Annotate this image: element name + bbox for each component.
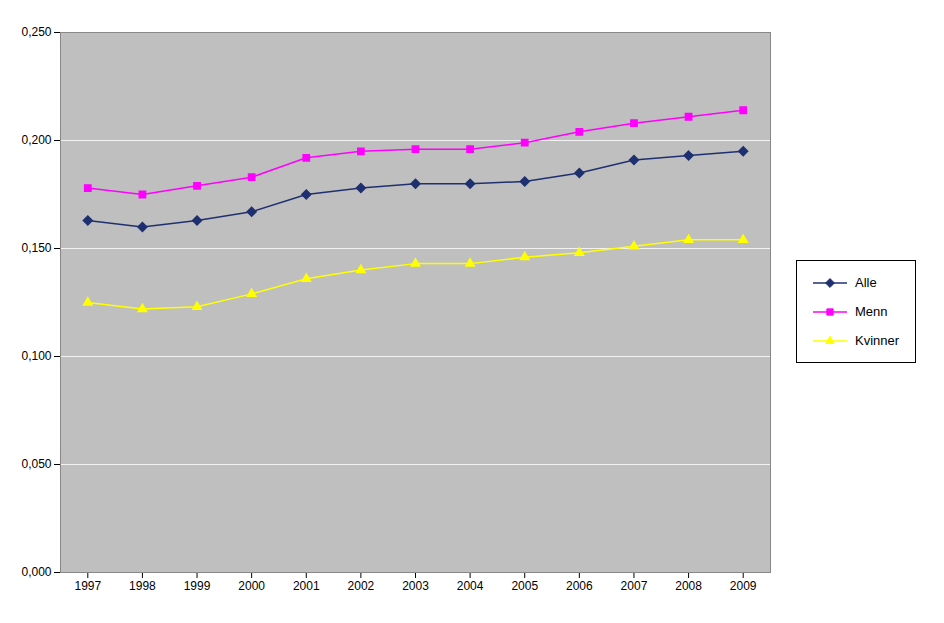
svg-text:0,000: 0,000 [21, 565, 51, 579]
svg-text:1997: 1997 [74, 579, 101, 593]
svg-text:2007: 2007 [621, 579, 648, 593]
html-text:Alle: Alle [855, 275, 877, 290]
svg-text:1999: 1999 [184, 579, 211, 593]
svg-text:2000: 2000 [238, 579, 265, 593]
svg-text:2009: 2009 [730, 579, 757, 593]
svg-text:0,100: 0,100 [21, 349, 51, 363]
svg-text:1998: 1998 [129, 579, 156, 593]
svg-text:2004: 2004 [457, 579, 484, 593]
html-text:Kvinner: Kvinner [855, 333, 900, 348]
svg-text:0,150: 0,150 [21, 241, 51, 255]
svg-text:2006: 2006 [566, 579, 593, 593]
svg-text:0,050: 0,050 [21, 457, 51, 471]
svg-text:2002: 2002 [348, 579, 375, 593]
svg-text:2001: 2001 [293, 579, 320, 593]
svg-text:2005: 2005 [511, 579, 538, 593]
svg-text:0,250: 0,250 [21, 25, 51, 39]
svg-text:2003: 2003 [402, 579, 429, 593]
svg-text:0,200: 0,200 [21, 133, 51, 147]
svg-text:2008: 2008 [675, 579, 702, 593]
html-text:Menn: Menn [855, 304, 888, 319]
